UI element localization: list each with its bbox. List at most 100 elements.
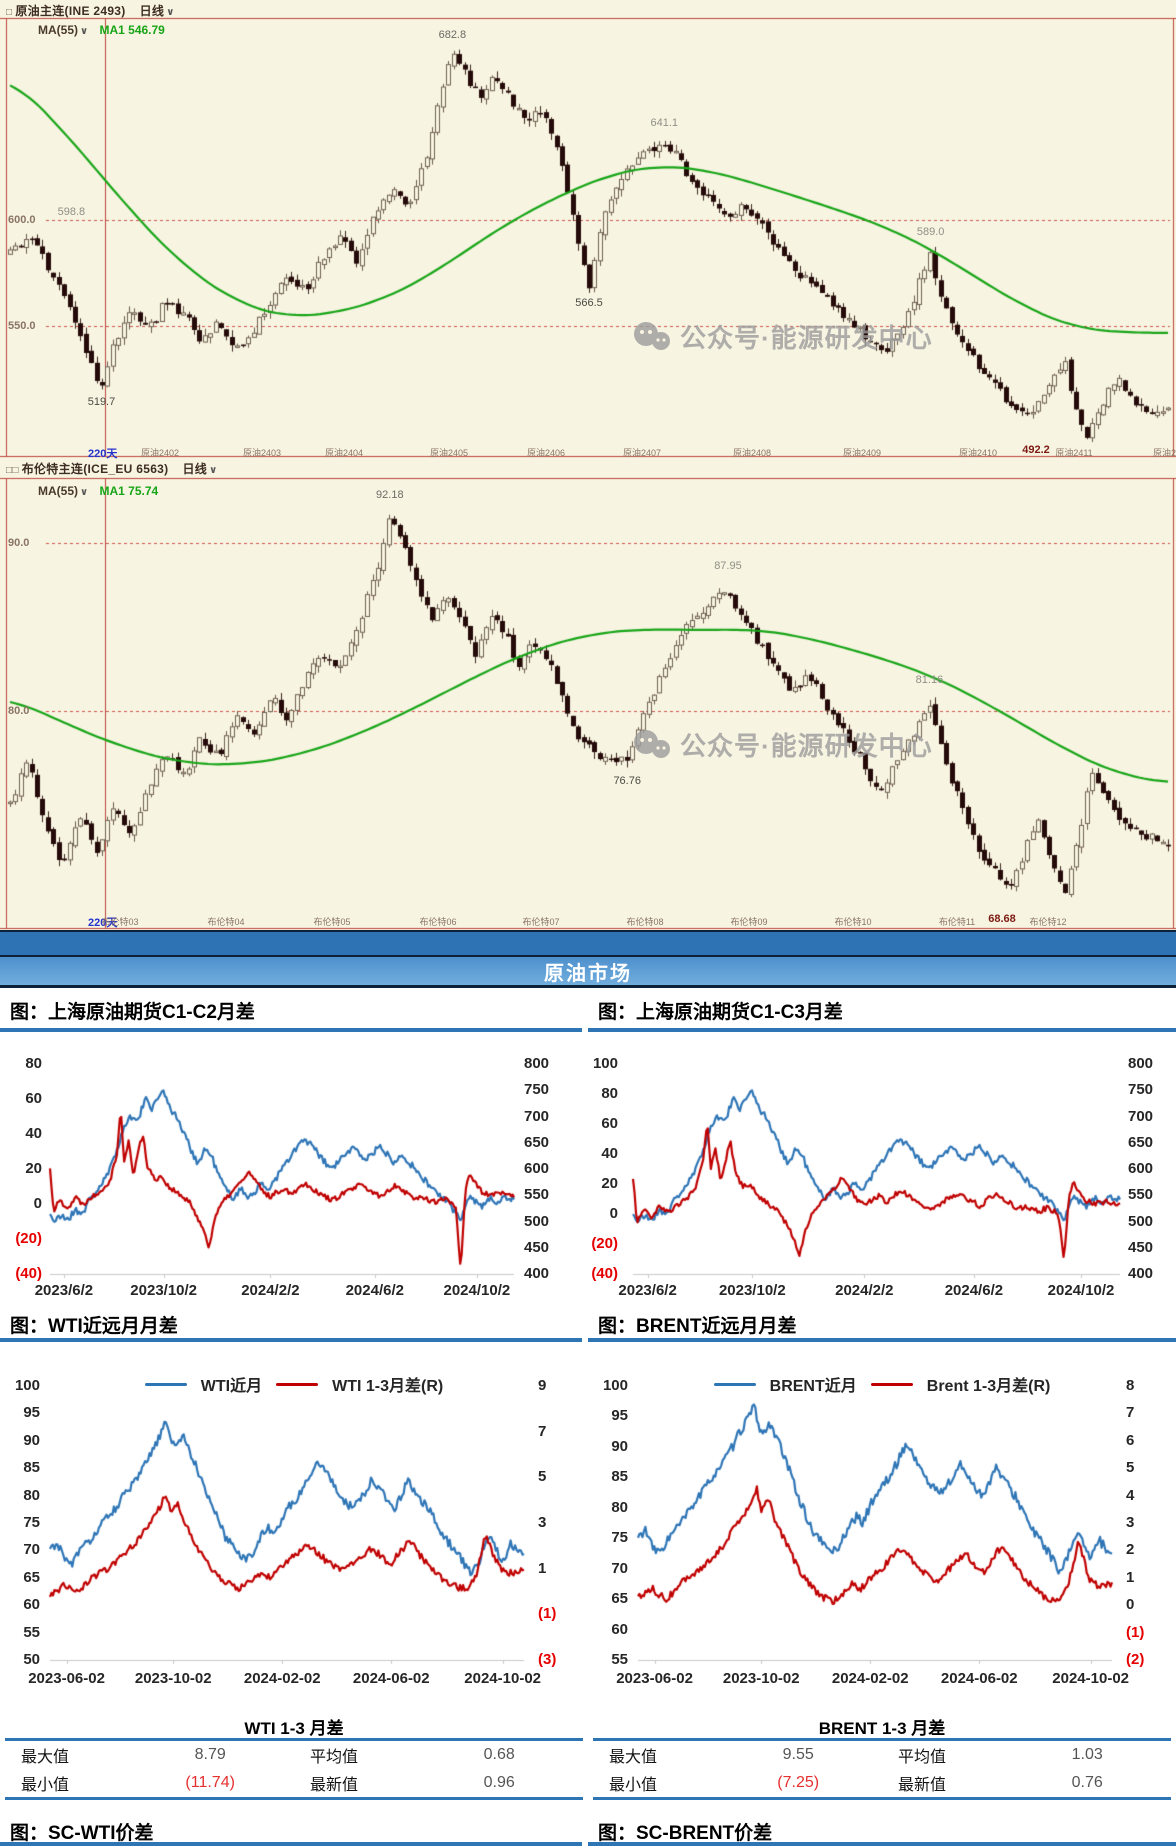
price-annotation: 76.76 bbox=[613, 774, 641, 787]
contract-label: 原油2404 bbox=[324, 448, 364, 458]
right-axis-tick: 9 bbox=[538, 1377, 547, 1394]
sc-candlestick-canvas bbox=[0, 0, 1176, 458]
stat-value: 1.03 bbox=[1071, 1746, 1103, 1763]
right-axis-tick: 500 bbox=[524, 1212, 550, 1230]
contract-label: 原油2407 bbox=[622, 448, 662, 458]
right-axis-tick: 400 bbox=[524, 1265, 550, 1282]
chevron-down-icon: ∨ bbox=[80, 26, 89, 37]
left-axis-tick: 95 bbox=[23, 1404, 40, 1422]
ma-indicator[interactable]: MA(55) ∨ MA1 546.79 bbox=[38, 23, 165, 37]
price-annotation: 92.18 bbox=[376, 489, 404, 502]
left-axis-tick: 60 bbox=[25, 1090, 42, 1107]
left-axis-tick: 100 bbox=[602, 1377, 628, 1394]
left-axis-tick: 75 bbox=[23, 1514, 40, 1531]
contract-label: 布伦特06 bbox=[419, 917, 457, 927]
chevron-down-icon: ∨ bbox=[80, 487, 89, 498]
contract-label: 原油2412 bbox=[1152, 448, 1176, 458]
legend-label: WTI 1-3月差(R) bbox=[332, 1378, 444, 1395]
x-axis-label: 2024/2/2 bbox=[835, 1282, 894, 1299]
stat-label: 平均值 bbox=[309, 1749, 358, 1766]
right-axis-tick: 800 bbox=[524, 1055, 550, 1072]
period-dropdown[interactable]: 日线 ∨ bbox=[139, 4, 175, 18]
right-axis-tick: 1 bbox=[1126, 1568, 1135, 1586]
legend-swatch bbox=[276, 1382, 319, 1386]
chevron-down-icon: ∨ bbox=[209, 465, 218, 476]
right-axis-tick: 450 bbox=[524, 1238, 550, 1256]
left-axis-tick: 90 bbox=[23, 1431, 40, 1449]
c1c2-spread-chart: 80 60 40 20 0 (20) (40) 800 750 700 650 600 550 500 45… bbox=[0, 1032, 588, 1302]
left-axis-tick: 20 bbox=[25, 1160, 42, 1177]
contract-label: 布伦特09 bbox=[730, 917, 768, 927]
left-axis-tick: 70 bbox=[611, 1559, 628, 1577]
contract-label: 原油2411 bbox=[1055, 448, 1093, 458]
x-axis-label: 2024-10-02 bbox=[464, 1670, 542, 1687]
chart-title-sc-wti: 图：SC-WTI价差 bbox=[0, 1810, 582, 1846]
stat-value: 0.68 bbox=[483, 1746, 515, 1763]
stat-value: 8.79 bbox=[194, 1746, 226, 1763]
x-axis-label: 2024-02-02 bbox=[831, 1670, 909, 1687]
left-axis-tick: 60 bbox=[23, 1596, 40, 1614]
left-axis-tick: 100 bbox=[14, 1377, 40, 1394]
window-icon: □□ bbox=[6, 465, 19, 476]
kline-header: □ 原油主连(INE 2493) 日线 ∨ bbox=[6, 2, 175, 19]
c1c3-spread-chart: 100 80 60 40 20 0 (20) (40) 800 750 700 650 600 550 50… bbox=[588, 1032, 1176, 1302]
x-axis-label: 2023/10/2 bbox=[130, 1282, 198, 1299]
y-axis-tick: 550.0 bbox=[8, 319, 36, 332]
brent-canvas bbox=[588, 1342, 1176, 1698]
left-axis-tick: 40 bbox=[25, 1125, 42, 1142]
wechat-icon bbox=[634, 321, 670, 350]
right-axis-tick: (1) bbox=[538, 1605, 557, 1623]
stat-label: 最新值 bbox=[309, 1777, 358, 1794]
x-axis-label: 2023-06-02 bbox=[616, 1670, 693, 1687]
right-axis-tick: 650 bbox=[524, 1133, 550, 1151]
right-axis-tick: 600 bbox=[1128, 1160, 1154, 1177]
table-row: 最小值 (7.25) 最新值 0.76 bbox=[593, 1769, 1171, 1799]
left-axis-tick: 100 bbox=[592, 1055, 618, 1072]
period-dropdown[interactable]: 日线 ∨ bbox=[182, 462, 218, 476]
brent-stats-table: BRENT 1-3 月差 最大值 9.55 平均值 1.03 最小值 (7.25… bbox=[588, 1698, 1176, 1800]
bottom-titles-row: 图：SC-WTI价差 图：SC-BRENT价差 bbox=[0, 1810, 1176, 1846]
left-axis-tick: (20) bbox=[15, 1230, 42, 1247]
left-axis-tick: 85 bbox=[23, 1459, 40, 1477]
left-axis-tick: 0 bbox=[609, 1205, 618, 1222]
right-axis-tick: 500 bbox=[1128, 1212, 1154, 1230]
contract-label: 原油2408 bbox=[732, 448, 772, 458]
right-axis-tick: 6 bbox=[1126, 1431, 1135, 1449]
x-axis-label: 2024/6/2 bbox=[944, 1282, 1004, 1299]
section-banner: 原油市场 bbox=[0, 957, 1176, 988]
y-axis-tick: 80.0 bbox=[8, 704, 30, 717]
y-axis-tick: 600.0 bbox=[8, 213, 36, 226]
x-axis-label: 2023-10-02 bbox=[134, 1670, 212, 1687]
chart-legend: WTI近月 WTI 1-3月差(R) bbox=[0, 1372, 588, 1396]
left-axis-tick: 80 bbox=[23, 1486, 40, 1504]
left-axis-tick: 60 bbox=[601, 1115, 618, 1132]
section-banner-title: 原油市场 bbox=[544, 962, 632, 985]
brent-candlestick-canvas bbox=[0, 458, 1176, 930]
left-axis-tick: 80 bbox=[611, 1498, 628, 1516]
kline-header: □□ 布伦特主连(ICE_EU 6563) 日线 ∨ bbox=[6, 460, 218, 477]
right-axis-tick: 8 bbox=[1126, 1377, 1135, 1394]
legend-label: WTI近月 bbox=[200, 1378, 263, 1395]
spread-charts-row1: 80 60 40 20 0 (20) (40) 800 750 700 650 600 550 500 45… bbox=[0, 1032, 1176, 1302]
chart-titles-row: 图：WTI近远月月差 图：BRENT近远月月差 bbox=[0, 1302, 1176, 1342]
price-annotation: 682.8 bbox=[438, 29, 467, 42]
sc-candlestick-chart: □ 原油主连(INE 2493) 日线 ∨ MA(55) ∨ MA1 546.79 60… bbox=[0, 0, 1176, 460]
spread-charts-row2: 100 95 90 85 80 75 70 65 60 55 50 9 7 5 3 1 (1) (3) 2023-0… bbox=[0, 1342, 1176, 1698]
right-axis-tick: 650 bbox=[1128, 1133, 1154, 1151]
legend-swatch bbox=[144, 1382, 187, 1386]
right-axis-tick: 550 bbox=[1128, 1186, 1154, 1204]
watermark-text: 公众号·能源研发中心 bbox=[680, 323, 933, 353]
contract-label: 布伦特04 bbox=[207, 917, 245, 927]
table-row: 最大值 8.79 平均值 0.68 bbox=[5, 1740, 583, 1770]
wechat-icon bbox=[634, 729, 670, 758]
c1c3-canvas bbox=[588, 1032, 1176, 1302]
ma-indicator[interactable]: MA(55) ∨ MA1 75.74 bbox=[38, 484, 159, 498]
stat-label: 最新值 bbox=[897, 1777, 946, 1794]
x-axis-label: 2023/6/2 bbox=[618, 1282, 677, 1299]
right-axis-tick: 550 bbox=[524, 1186, 550, 1204]
right-axis-tick: 450 bbox=[1128, 1238, 1154, 1256]
wti-canvas bbox=[0, 1342, 588, 1698]
contract-label: 布伦特08 bbox=[626, 917, 664, 927]
left-axis-tick: 55 bbox=[611, 1651, 628, 1668]
left-axis-tick: (40) bbox=[15, 1265, 42, 1282]
